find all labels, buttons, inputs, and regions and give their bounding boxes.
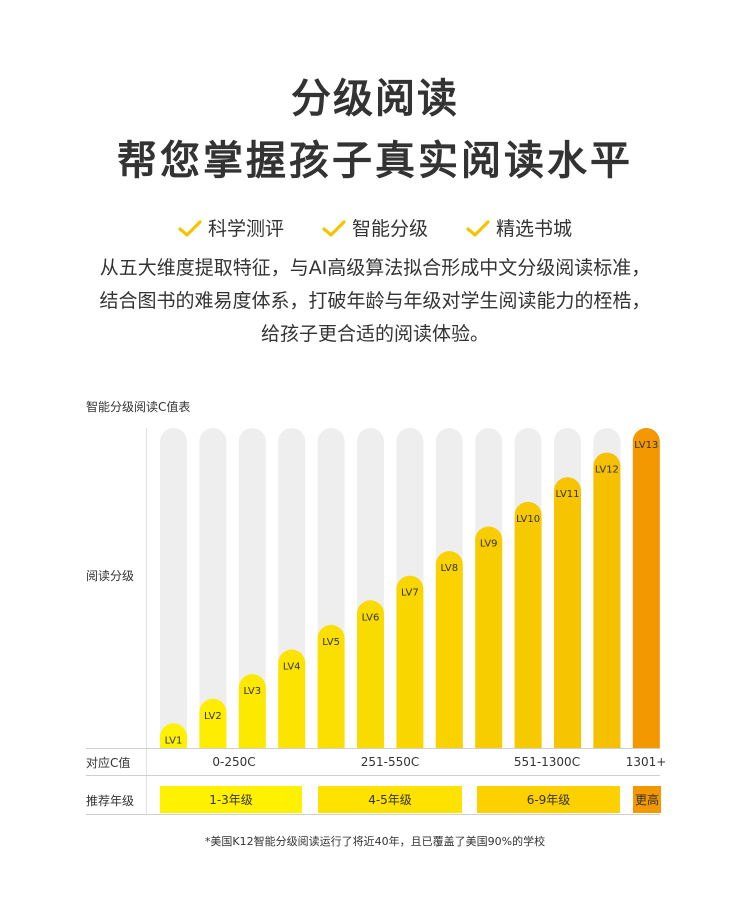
description-line: 从五大维度提取特征，与AI高级算法拟合形成中文分级阅读标准， bbox=[99, 257, 651, 279]
chart-baseline bbox=[86, 748, 660, 749]
bar-track bbox=[160, 428, 187, 748]
page-title: 分级阅读 bbox=[291, 76, 459, 122]
bar-track bbox=[199, 428, 227, 748]
bar-label: LV1 bbox=[165, 735, 183, 746]
c-value-range: 251-550C bbox=[360, 755, 420, 769]
c-value-range: 0-250C bbox=[212, 755, 256, 769]
bar-lv6 bbox=[357, 600, 384, 748]
grade-row-divider bbox=[86, 814, 660, 815]
bar-label: LV11 bbox=[555, 489, 579, 500]
bar-lv11 bbox=[554, 477, 581, 748]
bar-lv5 bbox=[317, 624, 345, 748]
bar-lv12 bbox=[593, 452, 621, 748]
c-value-row-divider bbox=[86, 775, 660, 776]
bar-label: LV3 bbox=[243, 686, 261, 697]
y-axis-line bbox=[146, 428, 147, 814]
description-line: 给孩子更合适的阅读体验。 bbox=[260, 323, 489, 345]
description-line: 结合图书的难易度体系，打破年龄与年级对学生阅读能力的桎梏， bbox=[99, 290, 651, 312]
bar-label: LV7 bbox=[401, 588, 419, 599]
feature-item: 智能分级 bbox=[322, 216, 428, 242]
c-value-range: 1301+ bbox=[625, 755, 667, 769]
bar-lv4 bbox=[278, 649, 306, 748]
bar-lv13 bbox=[632, 428, 660, 748]
bar-lv7 bbox=[396, 575, 424, 748]
feature-label: 精选书城 bbox=[496, 218, 573, 240]
bar-lv9 bbox=[475, 526, 503, 748]
bar-label: LV10 bbox=[516, 514, 540, 525]
page-subtitle: 帮您掌握孩子真实阅读水平 bbox=[117, 138, 633, 184]
bar-lv1 bbox=[160, 723, 187, 748]
check-icon bbox=[466, 220, 490, 237]
grade-row-label: 推荐年级 bbox=[86, 794, 135, 808]
check-icon bbox=[178, 220, 202, 237]
feature-list: 科学测评 智能分级 精选书城 bbox=[0, 216, 750, 242]
bar-label: LV6 bbox=[362, 612, 380, 623]
feature-label: 智能分级 bbox=[351, 218, 428, 240]
c-value-row-label: 对应C值 bbox=[86, 756, 131, 770]
grade-group-6-9: 6-9年级 bbox=[477, 786, 620, 813]
bar-lv2 bbox=[199, 698, 227, 748]
chart-title: 智能分级阅读C值表 bbox=[86, 400, 191, 414]
grade-group-1-3: 1-3年级 bbox=[160, 786, 302, 813]
bar-lv8 bbox=[435, 551, 463, 748]
bar-track bbox=[238, 428, 266, 748]
feature-label: 科学测评 bbox=[207, 218, 284, 240]
bar-lv10 bbox=[514, 501, 542, 748]
bar-label: LV5 bbox=[322, 637, 340, 648]
bar-label: LV8 bbox=[440, 563, 458, 574]
bar-label: LV4 bbox=[283, 662, 301, 673]
c-value-range: 551-1300C bbox=[513, 755, 581, 769]
bar-label: LV2 bbox=[204, 711, 222, 722]
bar-label: LV9 bbox=[480, 538, 498, 549]
y-axis-label: 阅读分级 bbox=[86, 569, 135, 583]
check-icon bbox=[322, 220, 346, 237]
grade-group-higher: 更高 bbox=[633, 786, 661, 813]
bar-label: LV13 bbox=[634, 440, 658, 451]
footnote: *美国K12智能分级阅读运行了将近40年，且已覆盖了美国90%的学校 bbox=[204, 835, 546, 848]
bar-lv3 bbox=[238, 674, 266, 748]
feature-item: 科学测评 bbox=[178, 216, 284, 242]
bar-label: LV12 bbox=[595, 465, 619, 476]
grade-group-4-5: 4-5年级 bbox=[318, 786, 462, 813]
feature-item: 精选书城 bbox=[466, 216, 572, 242]
